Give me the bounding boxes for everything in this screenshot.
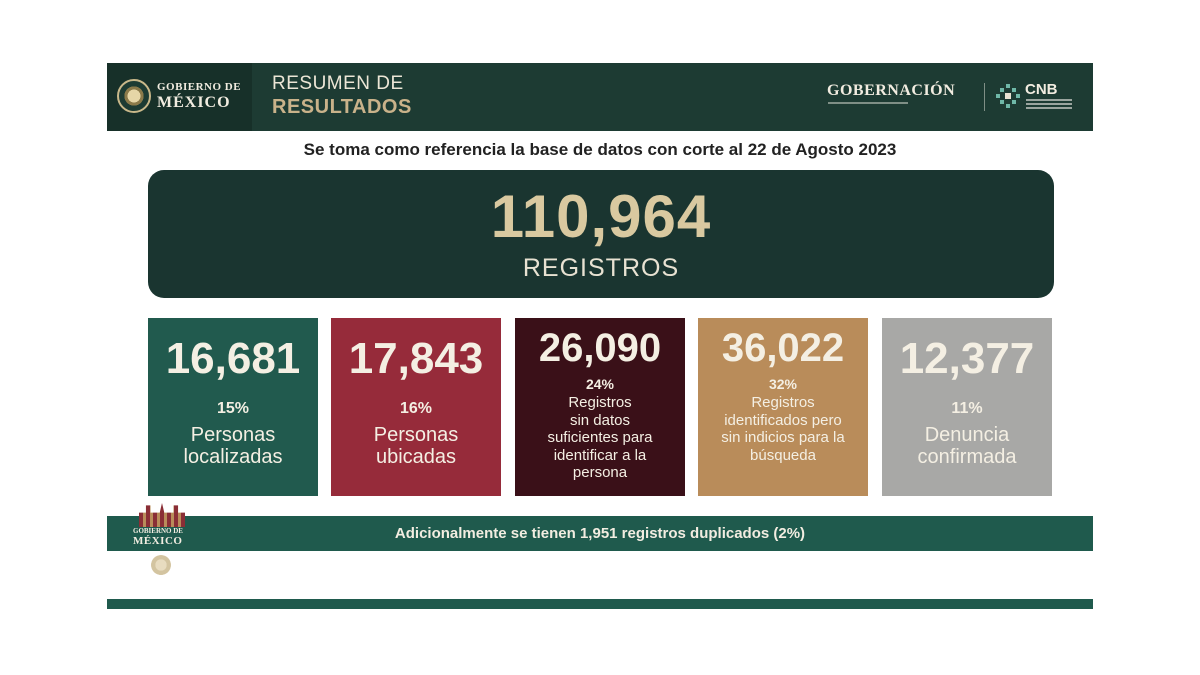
- gobierno-mexico-footer-logo: GOBIERNO DE MÉXICO: [131, 497, 195, 579]
- footer-seal-icon: [151, 555, 171, 575]
- card-value: 12,377: [899, 334, 1035, 383]
- gov-logo-line1: GOBIERNO DE: [157, 81, 242, 93]
- gov-logo-line2: MÉXICO: [157, 94, 231, 111]
- card-desc-line: Registros: [751, 394, 815, 411]
- cnb-subtitle-lines: [1026, 99, 1072, 109]
- reference-date-text: Se toma como referencia la base de datos…: [303, 140, 897, 159]
- card-desc-line: Denuncia: [924, 424, 1010, 446]
- card-desc-line: identificar a la: [553, 446, 647, 464]
- card-percent: 32%: [768, 376, 798, 392]
- title-line1: RESUMEN DE: [272, 73, 404, 94]
- gobernacion-logo: GOBERNACIÓN: [827, 82, 956, 99]
- card-description: Registros sin datos suficientes para ide…: [521, 394, 679, 482]
- national-seal-icon: [117, 79, 151, 113]
- gobernacion-subtitle-line: [828, 102, 908, 104]
- card-percent: 16%: [399, 400, 433, 417]
- gobierno-mexico-logo: GOBIERNO DE MÉXICO: [107, 63, 252, 131]
- card-percent: 24%: [585, 376, 615, 392]
- total-label: REGISTROS: [522, 254, 680, 282]
- card-desc-line: sin datos: [569, 411, 631, 429]
- card-desc-line: búsqueda: [750, 446, 816, 464]
- palacio-building-icon: [139, 503, 185, 527]
- header-bar: GOBIERNO DE MÉXICO RESUMEN DE RESULTADOS…: [107, 63, 1093, 131]
- card-desc-line: ubicadas: [375, 446, 457, 469]
- card-description: Personas localizadas: [154, 424, 312, 469]
- duplicates-count: 1,951: [579, 525, 618, 542]
- card-description: Registros identificados pero sin indicio…: [704, 394, 862, 464]
- cnb-logo-text: CNB: [1025, 81, 1058, 98]
- footer-logo-line1: GOBIERNO DE: [133, 527, 183, 535]
- card-value: 36,022: [721, 326, 845, 370]
- card-registros-identificados: 36,022 32% Registros identificados pero …: [698, 318, 868, 496]
- card-desc-line: sin indicios para la: [721, 429, 845, 447]
- cnb-emblem-icon: [996, 84, 1020, 108]
- total-registros-panel: 110,964 REGISTROS: [148, 170, 1054, 298]
- card-registros-sin-datos: 26,090 24% Registros sin datos suficient…: [515, 318, 685, 496]
- card-desc-line: localizadas: [183, 446, 283, 469]
- card-desc-line: Registros: [568, 394, 632, 411]
- card-denuncia-confirmada: 12,377 11% Denuncia confirmada: [882, 318, 1052, 496]
- header-divider: [984, 83, 985, 111]
- card-percent: 11%: [951, 400, 983, 417]
- card-desc-line: suficientes para: [547, 429, 653, 447]
- card-personas-localizadas: 16,681 15% Personas localizadas: [148, 318, 318, 496]
- total-value: 110,964: [490, 183, 712, 250]
- card-percent: 15%: [216, 400, 250, 417]
- card-value: 16,681: [165, 334, 301, 383]
- duplicates-text-pre: Adicionalmente se tienen: [394, 525, 580, 542]
- card-desc-line: confirmada: [917, 446, 1017, 469]
- card-desc-line: persona: [572, 464, 628, 482]
- duplicates-bar: Adicionalmente se tienen 1,951 registros…: [107, 516, 1093, 551]
- card-description: Denuncia confirmada: [888, 424, 1046, 469]
- card-value: 26,090: [538, 326, 662, 370]
- bottom-divider: [107, 599, 1093, 609]
- card-desc-line: Personas: [373, 424, 459, 446]
- card-description: Personas ubicadas: [337, 424, 495, 469]
- title-line2: RESULTADOS: [272, 96, 412, 118]
- duplicates-text-post: registros duplicados (2%): [617, 525, 806, 542]
- card-desc-line: Personas: [190, 424, 276, 446]
- duplicates-text: Adicionalmente se tienen 1,951 registros…: [107, 525, 1093, 542]
- card-personas-ubicadas: 17,843 16% Personas ubicadas: [331, 318, 501, 496]
- card-value: 17,843: [348, 334, 484, 383]
- footer-logo-line2: MÉXICO: [133, 535, 183, 547]
- card-desc-line: identificados pero: [724, 411, 842, 429]
